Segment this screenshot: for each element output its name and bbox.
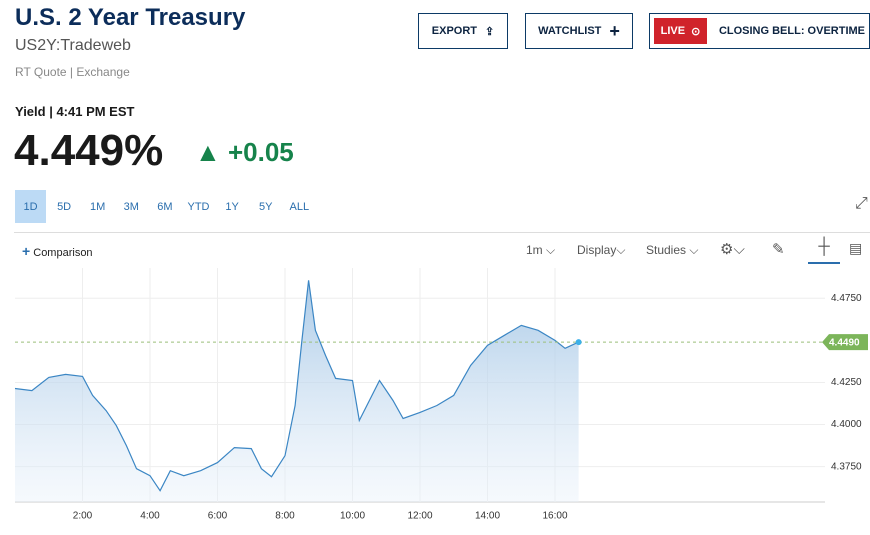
y-tick-label: 4.4250	[831, 377, 862, 388]
x-tick-label: 2:00	[73, 511, 93, 522]
studies[interactable]: Studies ⌵	[646, 243, 699, 257]
range-button[interactable]: 5D	[57, 200, 72, 213]
range-button[interactable]: ALL	[289, 200, 310, 213]
x-tick-label: 6:00	[208, 511, 228, 522]
watchlist-label: WATCHLIST	[538, 25, 602, 37]
current-tag	[822, 334, 868, 351]
watchlist-button[interactable]: WATCHLIST +	[525, 13, 633, 49]
x-tick-label: 16:00	[542, 511, 567, 522]
crosshair-icon[interactable]: ┼	[808, 238, 840, 264]
title: U.S. 2 Year Treasury	[15, 4, 246, 31]
x-tick-label: 14:00	[475, 511, 500, 522]
icon: ⇪	[485, 25, 495, 38]
export-label: EXPORT	[431, 25, 477, 37]
change: ▲ +0.05	[195, 137, 294, 167]
interval-label: 1m	[526, 243, 543, 257]
change-value: +0.05	[227, 137, 294, 167]
source: RT Quote | Exchange	[15, 65, 130, 79]
price: 4.449%	[14, 126, 164, 175]
range-button[interactable]: 5Y	[258, 200, 273, 213]
current-label: 4.4490	[829, 338, 860, 349]
range-button[interactable]: 1D	[15, 190, 46, 223]
range-button[interactable]: 6M	[157, 200, 173, 213]
comparison-label: Comparison	[33, 247, 93, 259]
display[interactable]: Display⌵	[577, 243, 626, 257]
studies-label: Studies	[646, 243, 687, 257]
range-button[interactable]: YTD	[187, 200, 210, 213]
line	[14, 280, 579, 492]
range-button[interactable]: 1M	[90, 200, 106, 213]
display-label: Display	[577, 243, 617, 257]
interval[interactable]: 1m ⌵	[526, 243, 556, 257]
draw-icon[interactable]: ✎	[772, 241, 785, 258]
x-tick-label: 8:00	[275, 511, 295, 522]
live-badge: LIVE ⊙	[654, 18, 707, 44]
range-button[interactable]: 1Y	[225, 200, 239, 213]
live-show: CLOSING BELL: OVERTIME	[718, 25, 865, 37]
current-dot	[575, 339, 582, 346]
expand-icon[interactable]: ⤢	[855, 195, 868, 212]
x-tick-label: 12:00	[407, 511, 432, 522]
icon: +	[609, 20, 620, 41]
symbol: US2Y:Tradeweb	[15, 37, 131, 54]
divider	[14, 232, 870, 233]
x-tick-label: 4:00	[140, 511, 160, 522]
comment-icon[interactable]: ▤	[849, 240, 863, 256]
y-tick-label: 4.4750	[831, 293, 862, 304]
quote-label: Yield | 4:41 PM EST	[15, 104, 135, 119]
icon: ⊙	[691, 25, 701, 38]
x-tick-label: 10:00	[340, 511, 365, 522]
y-tick-label: 4.3750	[831, 461, 862, 472]
comparison[interactable]: + Comparison	[22, 243, 93, 259]
settings-icon[interactable]: ⚙⌵	[720, 241, 745, 258]
live-label: LIVE	[660, 25, 686, 37]
y-tick-label: 4.4000	[831, 419, 862, 430]
range-button[interactable]: 3M	[123, 200, 139, 213]
export-button[interactable]: EXPORT ⇪	[418, 13, 508, 49]
